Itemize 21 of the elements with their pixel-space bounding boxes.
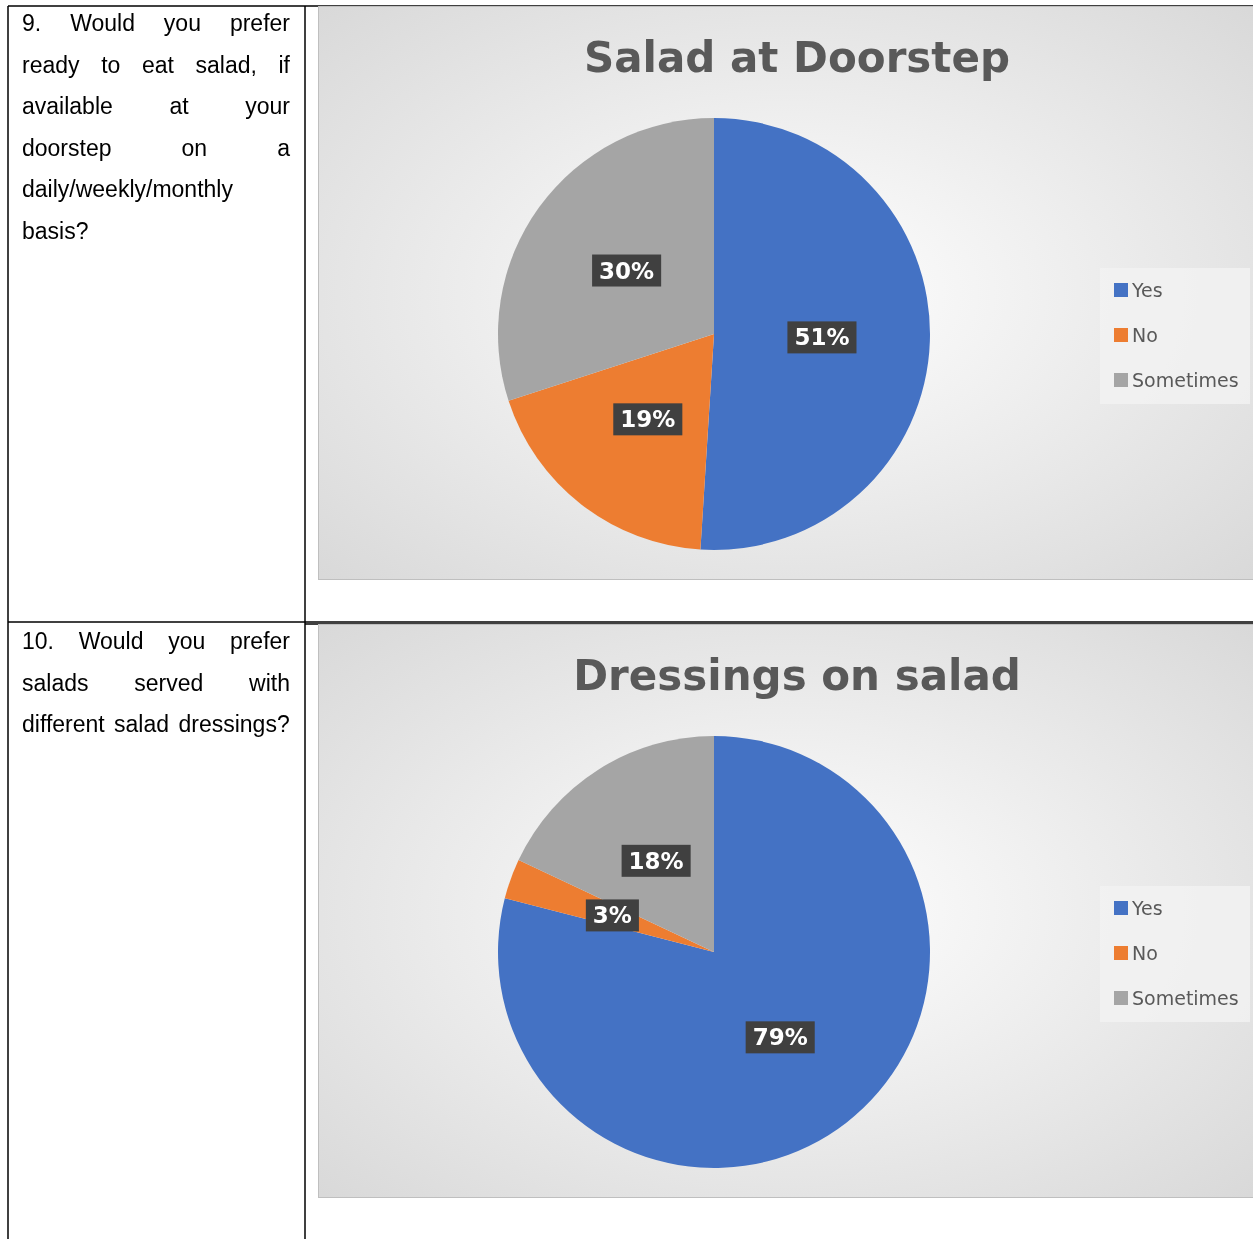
chart-title: Dressings on salad xyxy=(573,651,1021,700)
pie-slice xyxy=(498,736,930,1168)
pie-slice xyxy=(518,736,714,952)
data-label: 18% xyxy=(628,847,684,874)
legend-label: Sometimes xyxy=(1132,369,1239,391)
data-label: 19% xyxy=(620,406,676,433)
pie-slice xyxy=(498,118,714,401)
text: 10. Would you prefer salads served with different salad dressings? xyxy=(22,627,290,739)
text: 9. Would you prefer ready to eat salad, if available at your doorstep on a daily/weekly/monthly basis? xyxy=(22,9,290,246)
chart-title: Salad at Doorstep xyxy=(584,33,1010,82)
data-label: 79% xyxy=(752,1024,808,1051)
legend-label: Yes xyxy=(1131,897,1163,919)
legend-label: Yes xyxy=(1131,279,1163,301)
pie-slice xyxy=(508,334,714,550)
legend-label: No xyxy=(1132,942,1158,964)
pie-slice xyxy=(700,118,930,550)
data-label: 3% xyxy=(592,902,632,929)
data-label: 30% xyxy=(599,257,655,284)
data-label: 51% xyxy=(794,324,850,351)
legend-label: No xyxy=(1132,324,1158,346)
legend-label: Sometimes xyxy=(1132,987,1239,1009)
